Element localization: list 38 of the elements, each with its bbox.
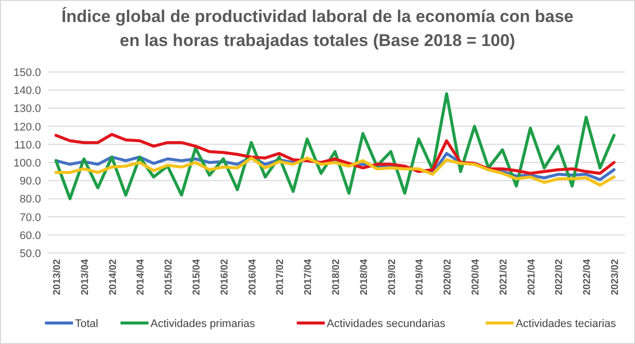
x-tick-label: 2021/02 xyxy=(498,258,510,296)
legend-label: Actividades secundarias xyxy=(326,318,446,330)
y-tick-label: 60.0 xyxy=(20,230,41,242)
x-tick-label: 2017/02 xyxy=(275,258,286,296)
x-tick-label: 2023/02 xyxy=(610,258,621,296)
x-tick-label: 2016/02 xyxy=(219,258,230,296)
x-tick-label: 2014/04 xyxy=(136,258,147,296)
x-tick-label: 2017/04 xyxy=(303,258,314,296)
x-tick-label: 2022/04 xyxy=(582,258,594,296)
x-tick-label: 2013/04 xyxy=(80,258,91,296)
x-tick-label: 2016/04 xyxy=(247,258,258,296)
y-tick-label: 70.0 xyxy=(20,212,41,224)
x-tick-label: 2020/04 xyxy=(470,258,482,296)
y-tick-label: 100.0 xyxy=(13,158,41,170)
legend-label: Actividades teciarias xyxy=(516,318,616,330)
x-tick-label: 2019/04 xyxy=(414,258,426,296)
x-tick-label: 2020/02 xyxy=(442,258,454,296)
y-tick-label: 110.0 xyxy=(14,139,41,152)
x-tick-label: 2021/04 xyxy=(526,258,538,296)
x-tick-label: 2018/04 xyxy=(358,258,370,296)
x-tick-label: 2022/02 xyxy=(554,258,566,296)
x-tick-label: 2015/02 xyxy=(164,258,175,296)
x-tick-label: 2014/02 xyxy=(108,258,119,296)
legend-label: Total xyxy=(75,318,98,330)
line-series xyxy=(54,156,616,187)
y-tick-label: 130.0 xyxy=(13,103,41,116)
x-tick-label: 2013/02 xyxy=(52,258,63,296)
y-tick-label: 120.0 xyxy=(13,121,41,134)
x-tick-label: 2015/04 xyxy=(192,258,202,296)
x-tick-label: 2019/02 xyxy=(386,258,398,296)
x-tick-label: 2018/02 xyxy=(331,258,342,296)
legend-label: Actividades primarias xyxy=(150,318,256,330)
y-tick-label: 80.0 xyxy=(20,194,41,206)
chart-title: Índice global de productividad laboral de la economía con base en las horas trabajadas totales (Base 2018 = 100) xyxy=(61,6,574,50)
y-tick-label: 90.0 xyxy=(20,176,41,188)
y-tick-label: 50.0 xyxy=(20,248,41,260)
y-tick-label: 150.0 xyxy=(13,67,41,79)
y-tick-label: 140.0 xyxy=(13,85,41,98)
